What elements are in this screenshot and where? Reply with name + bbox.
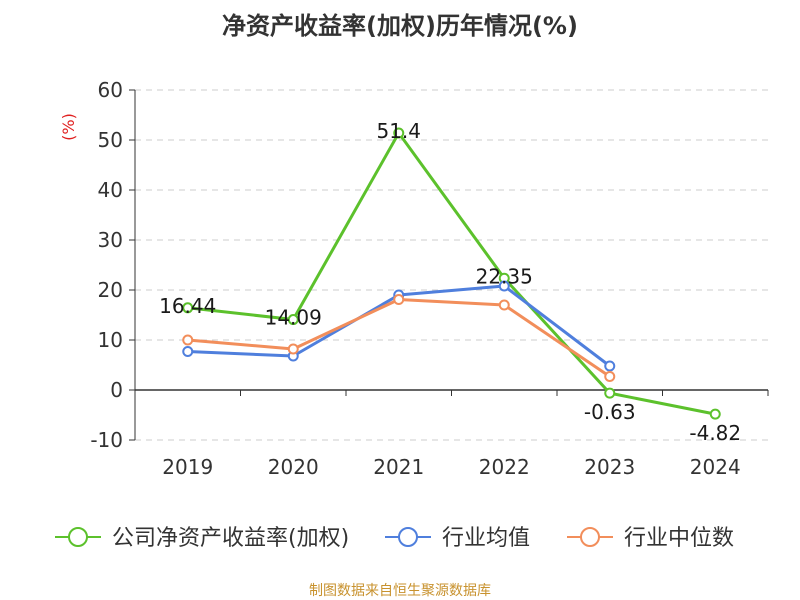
data-label: -0.63	[584, 400, 636, 424]
data-point	[182, 334, 194, 346]
series-line-0	[187, 131, 716, 416]
y-tick-label: -10	[90, 428, 123, 452]
data-label: 22.35	[476, 264, 533, 288]
x-tick-label: 2024	[690, 455, 741, 479]
legend-label: 公司净资产收益率(加权)	[112, 526, 349, 551]
y-tick-label: 0	[110, 378, 123, 402]
legend-label: 行业均值	[442, 526, 530, 551]
source-note: 制图数据来自恒生聚源数据库	[309, 583, 491, 599]
gridlines	[135, 89, 768, 441]
legend: 公司净资产收益率(加权) 行业均值 行业中位数	[55, 526, 734, 551]
data-labels: 16.44 14.09 51.4 22.35 -0.63 -4.82	[159, 119, 741, 445]
data-point	[604, 371, 616, 382]
y-tick-label: 60	[98, 78, 123, 102]
data-point	[287, 343, 299, 355]
axes: -10 0 10 20 30 40 50 60 2019 2020 2021 2022 2023 2024	[90, 78, 769, 479]
data-point	[604, 387, 616, 399]
data-label: -4.82	[689, 421, 741, 445]
y-tick-label: 50	[98, 128, 123, 152]
data-point	[182, 302, 194, 314]
data-label: 16.44	[159, 294, 216, 318]
data-point	[709, 408, 721, 420]
y-axis-label: (%)	[59, 113, 78, 141]
data-point	[393, 127, 405, 139]
y-tick-label: 20	[98, 278, 123, 302]
data-point	[393, 294, 405, 305]
series-line-2	[187, 298, 611, 378]
data-point	[498, 280, 510, 292]
legend-label: 行业中位数	[624, 526, 734, 551]
data-label: 14.09	[265, 306, 322, 330]
x-tick-label: 2020	[268, 455, 319, 479]
chart-title: 净资产收益率(加权)历年情况(%)	[222, 12, 578, 40]
data-point	[604, 360, 616, 372]
legend-marker	[68, 527, 88, 547]
data-point	[287, 314, 299, 326]
x-tick-label: 2021	[373, 455, 424, 479]
y-tick-label: 10	[98, 328, 123, 352]
x-tick-label: 2022	[479, 455, 530, 479]
legend-marker	[580, 527, 600, 547]
legend-marker	[398, 527, 418, 547]
series-lines	[182, 127, 721, 420]
y-tick-label: 40	[98, 178, 123, 202]
data-label: 51.4	[376, 119, 421, 143]
x-tick-label: 2023	[584, 455, 635, 479]
y-tick-label: 30	[98, 228, 123, 252]
data-point	[498, 299, 510, 311]
data-point	[182, 346, 194, 357]
x-tick-label: 2019	[162, 455, 213, 479]
